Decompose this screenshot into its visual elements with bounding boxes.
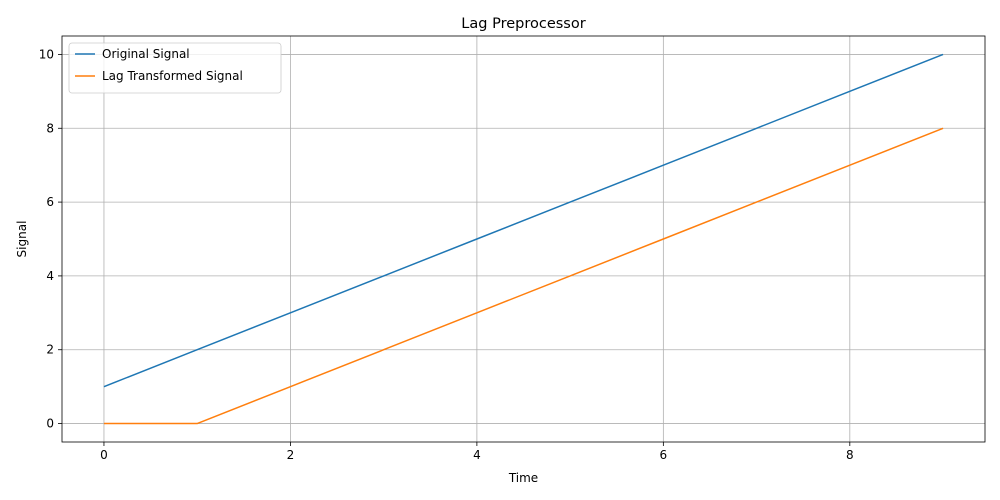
x-tick-label: 2 xyxy=(287,448,295,462)
series-lines xyxy=(103,53,944,425)
y-tick-label: 0 xyxy=(46,417,54,431)
x-axis-title: Time xyxy=(508,471,538,485)
legend-label: Lag Transformed Signal xyxy=(102,69,243,83)
series-line-2 xyxy=(103,127,944,425)
x-tick-label: 4 xyxy=(473,448,481,462)
chart-title: Lag Preprocessor xyxy=(461,16,585,32)
legend-label: Original Signal xyxy=(102,47,190,61)
axis-ticks: 0 2 4 6 8 0 2 4 6 8 10 xyxy=(39,47,854,462)
legend-box xyxy=(68,42,282,94)
x-tick-label: 8 xyxy=(846,448,854,462)
y-tick-label: 4 xyxy=(46,269,54,283)
y-tick-label: 10 xyxy=(39,47,54,61)
x-tick-label: 6 xyxy=(660,448,668,462)
series-line-1 xyxy=(103,53,944,388)
plot-frame xyxy=(61,35,986,443)
y-tick-label: 2 xyxy=(46,343,54,357)
y-tick-label: 6 xyxy=(46,195,54,209)
legend: Original Signal Lag Transformed Signal xyxy=(68,42,282,94)
y-tick-label: 8 xyxy=(46,121,54,135)
y-axis-title: Signal xyxy=(15,221,29,258)
x-tick-label: 0 xyxy=(100,448,108,462)
